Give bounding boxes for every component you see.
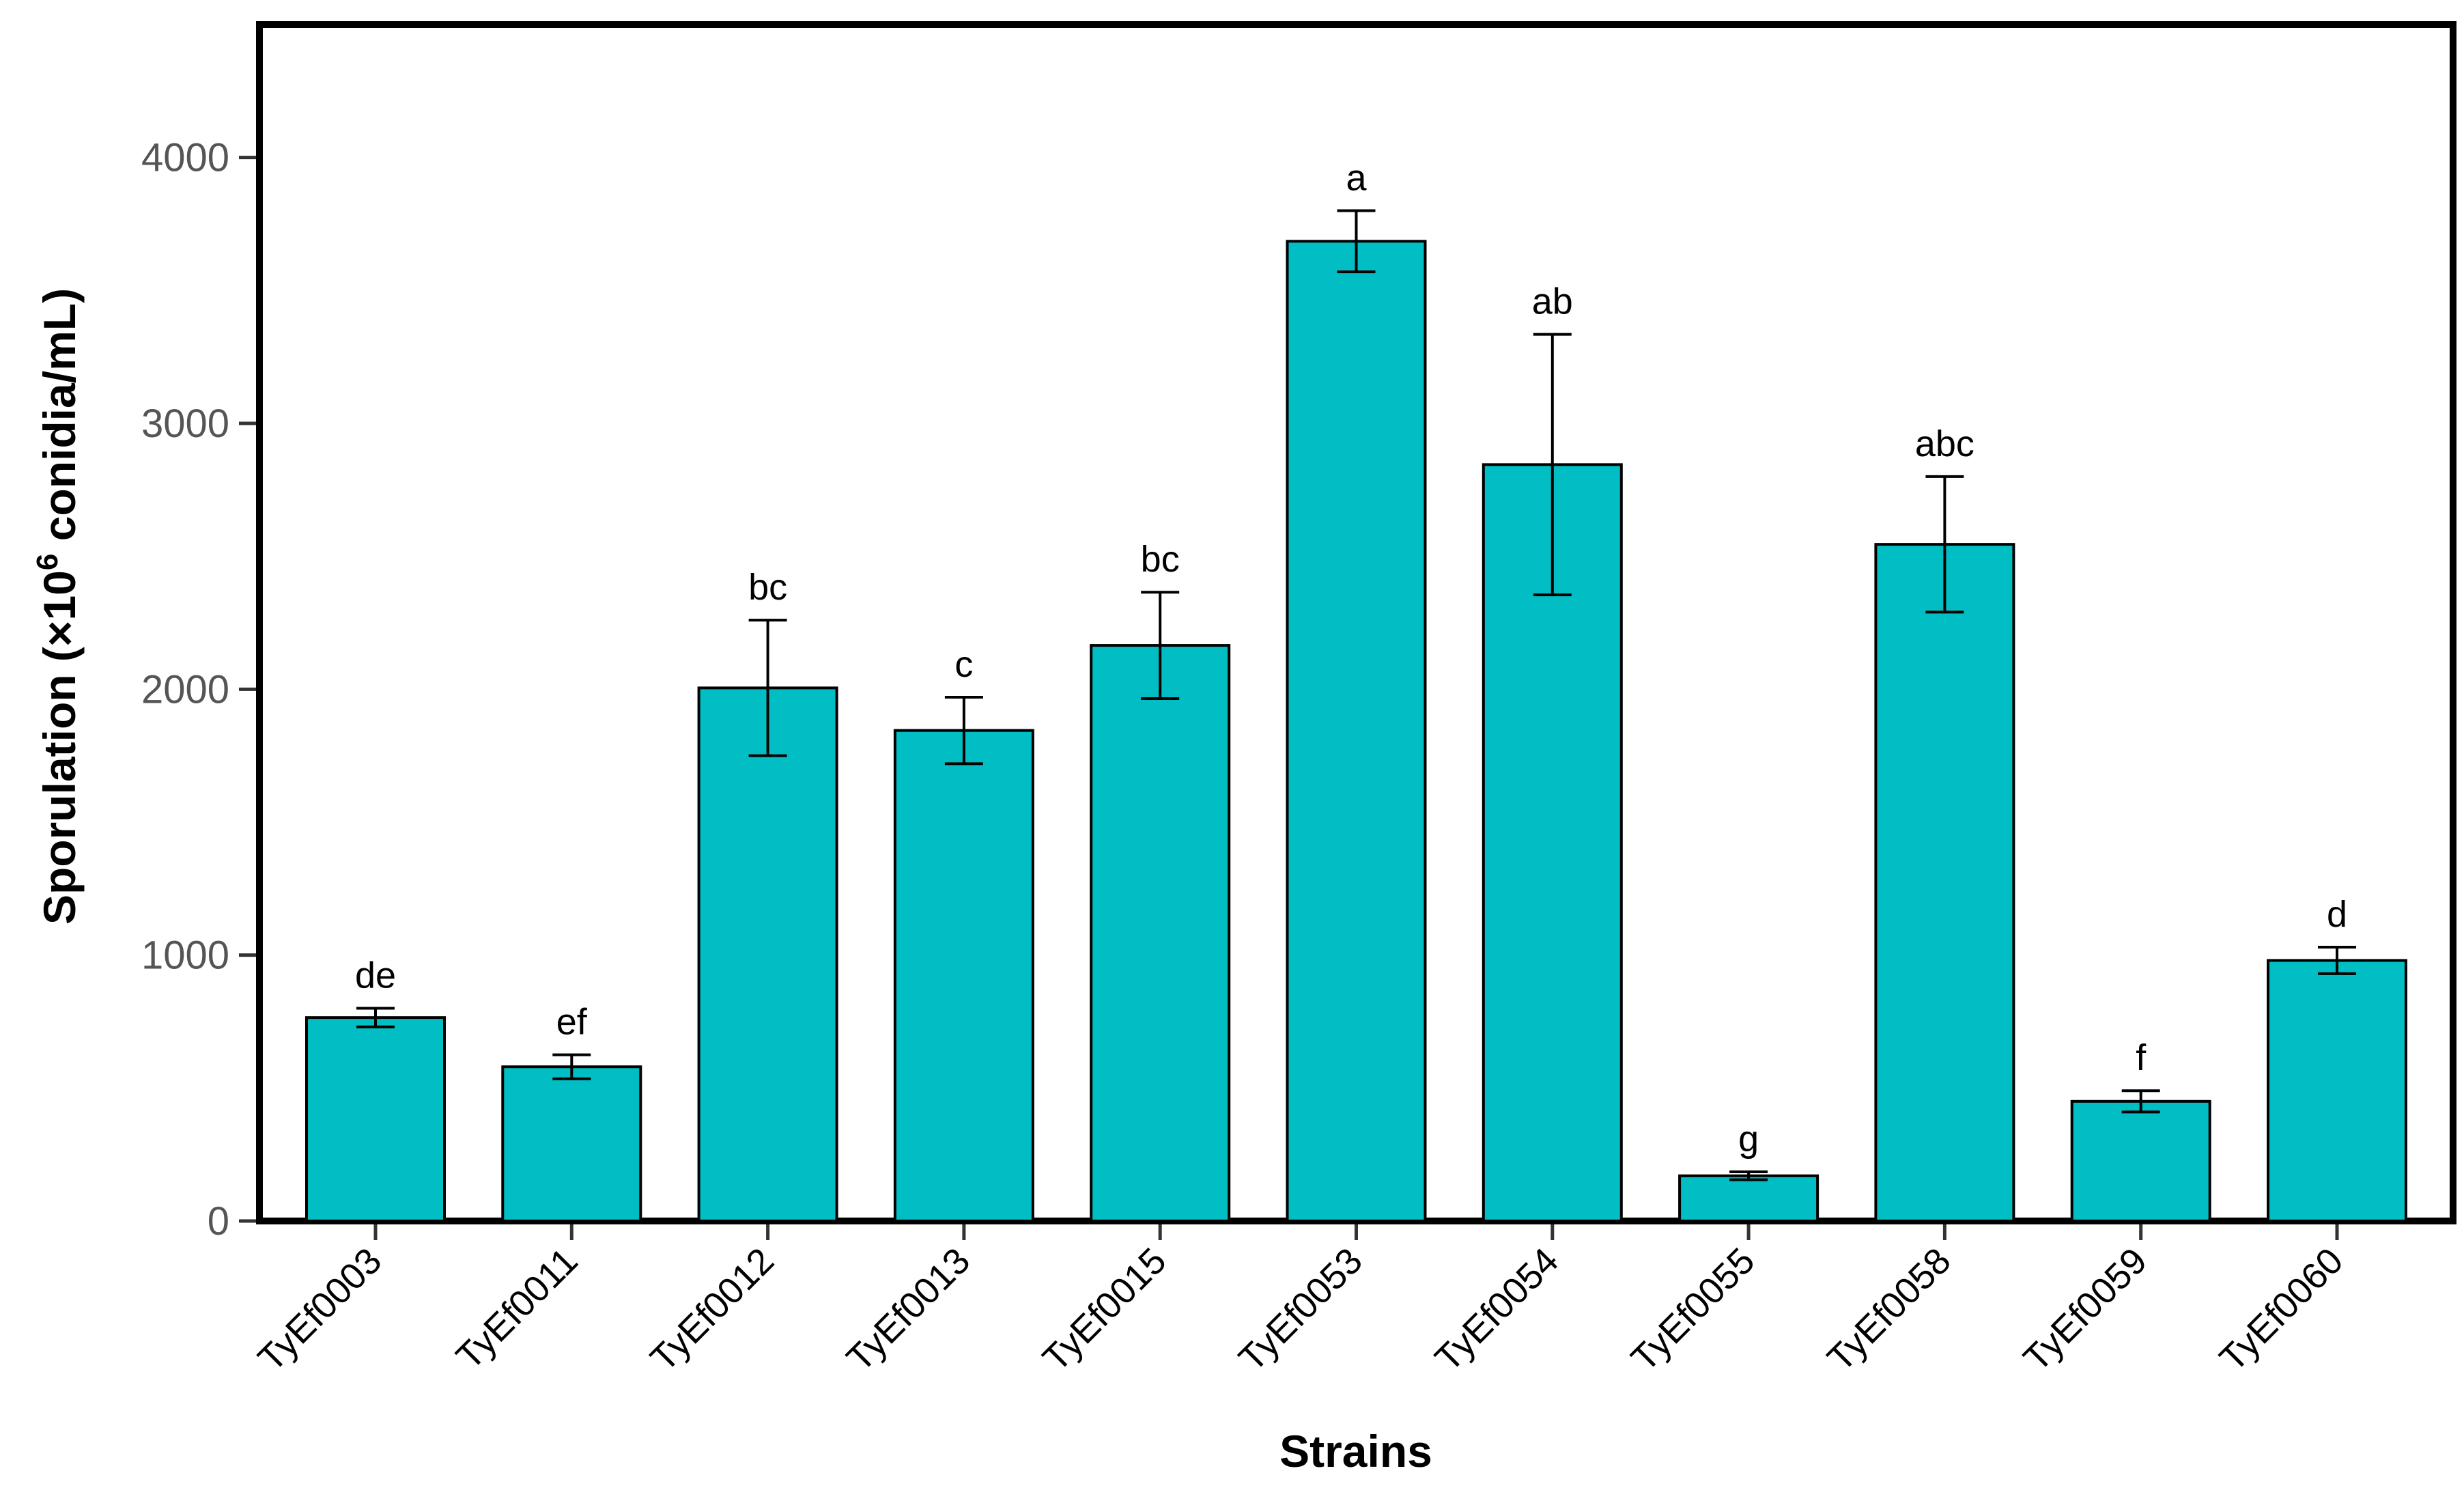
y-axis: 0 1000 2000 3000 4000 bbox=[141, 136, 256, 1244]
bars-group bbox=[305, 240, 2407, 1223]
x-tick-label-TyEf0003: TyEf0003 bbox=[251, 1240, 390, 1379]
x-tick-label-TyEf0054: TyEf0054 bbox=[1428, 1240, 1567, 1379]
x-axis: TyEf0003 TyEf0011 TyEf0012 TyEf0013 TyEf0015… bbox=[251, 1224, 2351, 1379]
y-axis-title: Sporulation (×106 conidia/mL) bbox=[31, 288, 85, 925]
bar-TyEf0058 bbox=[1874, 543, 2015, 1222]
significance-letter-TyEf0012: bc bbox=[748, 567, 787, 608]
x-tick-label-TyEf0053: TyEf0053 bbox=[1231, 1240, 1370, 1379]
bar-TyEf0015 bbox=[1090, 644, 1231, 1222]
x-tick-label-TyEf0059: TyEf0059 bbox=[2015, 1240, 2155, 1379]
y-tick-label-3000: 3000 bbox=[141, 402, 229, 446]
significance-letter-TyEf0015: bc bbox=[1141, 539, 1180, 580]
significance-letter-TyEf0011: ef bbox=[556, 1002, 588, 1043]
significance-letter-TyEf0060: d bbox=[2327, 894, 2347, 935]
y-axis-title-main: Sporulation (×10 bbox=[34, 570, 85, 925]
bar-TyEf0013 bbox=[893, 729, 1034, 1223]
bar-TyEf0053 bbox=[1286, 240, 1427, 1223]
significance-letter-TyEf0013: c bbox=[954, 644, 973, 685]
significance-letter-TyEf0053: a bbox=[1346, 158, 1367, 199]
significance-letters-group: de ef bc c bc a ab g abc f d bbox=[355, 158, 2347, 1160]
significance-letter-TyEf0059: f bbox=[2136, 1037, 2147, 1078]
x-tick-label-TyEf0060: TyEf0060 bbox=[2212, 1240, 2351, 1379]
significance-letter-TyEf0054: ab bbox=[1532, 281, 1573, 322]
bar-TyEf0011 bbox=[501, 1065, 642, 1222]
y-tick-label-0: 0 bbox=[208, 1199, 229, 1244]
bar-TyEf0055 bbox=[1678, 1174, 1819, 1223]
x-tick-label-TyEf0013: TyEf0013 bbox=[839, 1240, 978, 1379]
bar-TyEf0060 bbox=[2267, 959, 2407, 1223]
x-tick-label-TyEf0055: TyEf0055 bbox=[1624, 1240, 1763, 1379]
x-tick-label-TyEf0012: TyEf0012 bbox=[642, 1240, 782, 1379]
y-tick-label-1000: 1000 bbox=[141, 933, 229, 978]
x-tick-label-TyEf0015: TyEf0015 bbox=[1035, 1240, 1174, 1379]
bar-TyEf0012 bbox=[697, 686, 838, 1222]
x-axis-title: Strains bbox=[1279, 1426, 1432, 1476]
y-axis-title-suffix: conidia/mL) bbox=[34, 288, 85, 554]
error-bars-group bbox=[356, 209, 2356, 1181]
significance-letter-TyEf0003: de bbox=[355, 955, 396, 996]
significance-letter-TyEf0055: g bbox=[1738, 1119, 1759, 1160]
bar-TyEf0059 bbox=[2070, 1099, 2211, 1223]
y-tick-label-4000: 4000 bbox=[141, 136, 229, 180]
x-tick-label-TyEf0058: TyEf0058 bbox=[1819, 1240, 1959, 1379]
x-tick-label-TyEf0011: TyEf0011 bbox=[449, 1240, 586, 1377]
y-tick-label-2000: 2000 bbox=[141, 667, 229, 712]
bar-TyEf0003 bbox=[305, 1016, 446, 1223]
y-axis-title-superscript: 6 bbox=[31, 554, 64, 570]
significance-letter-TyEf0058: abc bbox=[1915, 423, 1974, 464]
